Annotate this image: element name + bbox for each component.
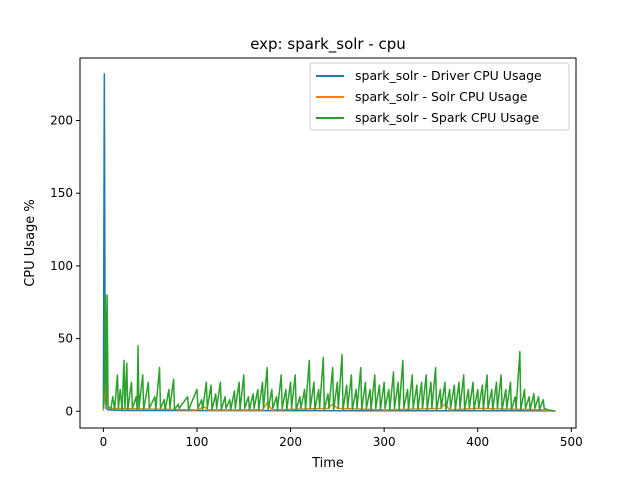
x-tick-label: 0 xyxy=(100,435,108,449)
x-tick-label: 200 xyxy=(279,435,302,449)
plot-frame xyxy=(79,57,577,429)
legend-label-driver: spark_solr - Driver CPU Usage xyxy=(355,68,542,83)
y-tick-label: 200 xyxy=(50,114,73,128)
legend-label-spark: spark_solr - Spark CPU Usage xyxy=(355,110,539,125)
legend: spark_solr - Driver CPU Usage spark_solr… xyxy=(309,62,570,131)
chart-title: exp: spark_solr - cpu xyxy=(250,35,406,54)
y-axis-label: CPU Usage % xyxy=(23,199,38,287)
x-tick-label: 300 xyxy=(373,435,396,449)
legend-label-solr: spark_solr - Solr CPU Usage xyxy=(355,89,528,104)
x-tick-label: 100 xyxy=(186,435,209,449)
y-tick-label: 150 xyxy=(50,186,73,200)
series-layer xyxy=(102,73,556,413)
series-line-spark xyxy=(102,294,556,413)
y-tick-label: 50 xyxy=(58,332,73,346)
x-tick-label: 500 xyxy=(560,435,583,449)
y-tick-label: 100 xyxy=(50,259,73,273)
series-line-solr xyxy=(102,381,556,413)
x-tick-label: 400 xyxy=(466,435,489,449)
y-axis: 0 50 100 150 200 xyxy=(50,114,80,418)
x-axis: 0 100 200 300 400 500 xyxy=(100,428,583,449)
legend-box xyxy=(309,62,570,131)
y-tick-label: 0 xyxy=(65,404,73,418)
x-axis-label: Time xyxy=(311,456,344,471)
